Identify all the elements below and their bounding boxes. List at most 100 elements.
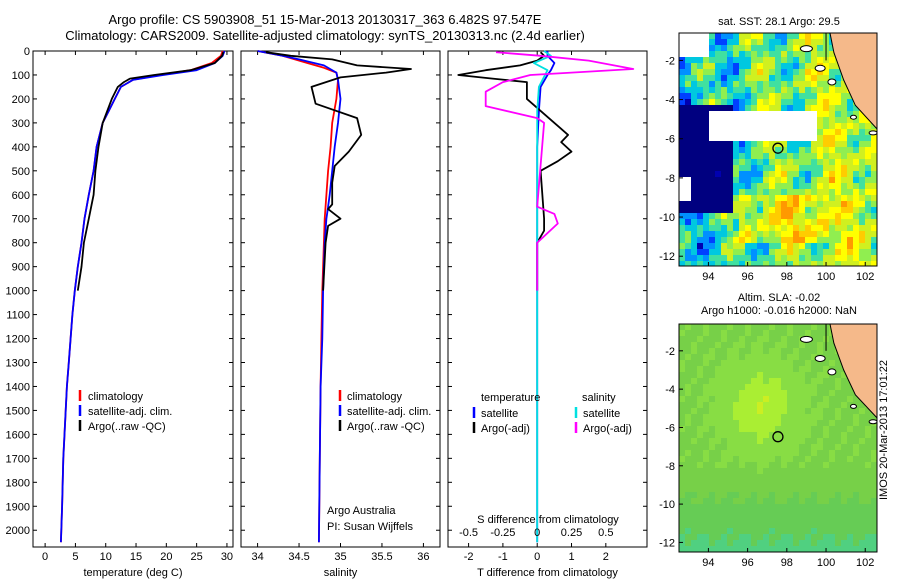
sst-map-cell	[817, 45, 823, 51]
sst-map-cell	[847, 195, 853, 201]
sla-map-cell	[715, 438, 721, 444]
sdiff-tick-label: -0.25	[490, 527, 515, 539]
sla-map-cell	[697, 378, 703, 384]
sdiff-tick-label: 0.5	[598, 527, 613, 539]
sst-map-cell	[733, 33, 739, 39]
sst-map-cell	[745, 159, 751, 165]
sla-map-cell	[811, 492, 817, 498]
sst-map-cell	[781, 231, 787, 237]
sst-map-cell	[715, 213, 721, 219]
sst-map-cell	[871, 183, 877, 189]
sla-map-cell	[829, 540, 835, 546]
sst-map-cell	[811, 153, 817, 159]
temperature-xtick-label: 10	[100, 551, 112, 563]
sst-map-cell	[871, 201, 877, 207]
sst-map-cell	[859, 177, 865, 183]
sla-map-cell	[775, 354, 781, 360]
sla-map-cell	[739, 492, 745, 498]
sla-map-cell	[697, 336, 703, 342]
sst-map-cell	[709, 87, 715, 93]
sla-map-cell	[727, 456, 733, 462]
sst-map-cell	[751, 189, 757, 195]
sla-map-cell	[763, 426, 769, 432]
sst-map-cell	[745, 45, 751, 51]
sst-map-cell	[859, 231, 865, 237]
sla-map-cell	[679, 462, 685, 468]
sst-map-cell	[763, 243, 769, 249]
sst-map-cell	[769, 201, 775, 207]
sla-map-cell	[769, 540, 775, 546]
sla-map-cell	[793, 456, 799, 462]
sst-map-cell	[817, 81, 823, 87]
sst-map-cell	[739, 159, 745, 165]
sst-map-cell	[835, 237, 841, 243]
sst-map-cell	[715, 255, 721, 261]
sla-map-cell	[841, 522, 847, 528]
sla-map-cell	[859, 468, 865, 474]
sst-map-cell	[709, 255, 715, 261]
sst-map-cell	[685, 87, 691, 93]
sst-map-cell	[817, 51, 823, 57]
sla-map-cell	[817, 390, 823, 396]
sla-map-cell	[787, 414, 793, 420]
sst-map-cell	[727, 165, 733, 171]
sst-map-cell	[697, 261, 703, 266]
sla-map-cell	[841, 492, 847, 498]
temperature-series-argo-raw-qc-	[76, 51, 225, 291]
sst-map-cell	[679, 243, 685, 249]
sla-map-cell	[703, 384, 709, 390]
sst-map-cell	[817, 147, 823, 153]
sst-map-cell	[751, 243, 757, 249]
sst-map-cell	[691, 171, 697, 177]
sla-map-cell	[793, 414, 799, 420]
sst-map-cell	[841, 153, 847, 159]
sst-map-cell	[781, 75, 787, 81]
sst-map-cell	[721, 255, 727, 261]
sst-map-cell	[805, 261, 811, 266]
sst-map-cell	[847, 93, 853, 99]
sst-map-cell	[679, 81, 685, 87]
sla-map-cell	[853, 450, 859, 456]
sla-map-cell	[727, 360, 733, 366]
sla-map-cell	[769, 390, 775, 396]
sst-map-cell	[841, 213, 847, 219]
sst-map-cell	[733, 57, 739, 63]
sst-map-cell	[751, 147, 757, 153]
sla-map-cell	[757, 324, 763, 330]
sla-map-cell	[823, 432, 829, 438]
sst-map-cell	[793, 87, 799, 93]
sst-map-cell	[715, 231, 721, 237]
sst-map-cell	[865, 261, 871, 266]
sla-map-cell	[847, 408, 853, 414]
sst-map-cell	[721, 153, 727, 159]
sst-map-cell	[775, 33, 781, 39]
sst-map-cell	[781, 261, 787, 266]
sla-map-cell	[859, 444, 865, 450]
sla-map-cell	[703, 396, 709, 402]
sla-map-cell	[781, 408, 787, 414]
sst-map-cell	[733, 207, 739, 213]
sla-map-cell	[775, 402, 781, 408]
sla-map-cell	[805, 456, 811, 462]
sla-map-cell	[811, 474, 817, 480]
sst-map-cell	[721, 69, 727, 75]
sst-map-cell	[697, 129, 703, 135]
sla-map-argo-marker	[772, 431, 784, 443]
sst-map-field	[679, 33, 877, 266]
sst-map-cell	[703, 213, 709, 219]
sla-map-cell	[727, 396, 733, 402]
sla-map-cell	[709, 450, 715, 456]
sst-map-cell	[751, 219, 757, 225]
sla-map-cell	[817, 462, 823, 468]
sla-map-cell	[823, 372, 829, 378]
salinity-xtick-label: 35.5	[371, 551, 392, 563]
sst-map-cell	[841, 255, 847, 261]
sst-map-cell	[697, 63, 703, 69]
sst-map-cell	[799, 249, 805, 255]
sla-map-cell	[691, 438, 697, 444]
sla-map-cell	[799, 486, 805, 492]
sst-map-cell	[709, 63, 715, 69]
sst-map-cell	[763, 213, 769, 219]
sla-map-cell	[799, 504, 805, 510]
sst-map-cell	[745, 171, 751, 177]
